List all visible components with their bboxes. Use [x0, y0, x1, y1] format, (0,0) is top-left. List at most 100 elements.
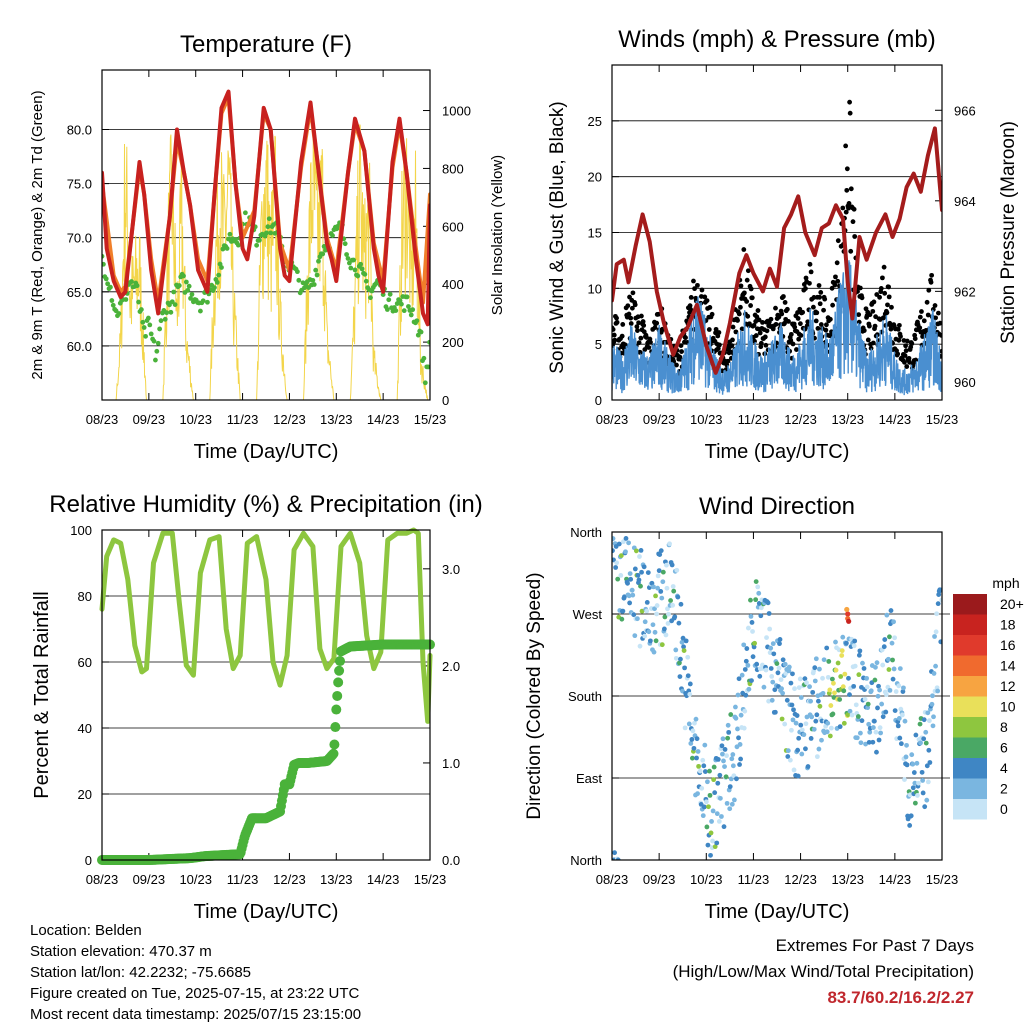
direction-point: [805, 764, 811, 769]
gust-point: [868, 345, 874, 351]
dewpoint-point: [219, 265, 224, 270]
direction-point: [804, 680, 809, 686]
gust-point: [856, 312, 862, 318]
direction-point: [831, 680, 836, 686]
direction-point: [703, 799, 709, 805]
direction-point: [761, 684, 767, 690]
gust-point: [756, 317, 762, 323]
direction-point: [653, 593, 658, 599]
wind-line: [612, 254, 942, 396]
gust-point: [730, 324, 736, 330]
direction-point: [911, 770, 917, 775]
direction-point: [811, 726, 817, 732]
direction-point: [772, 709, 778, 715]
direction-point: [904, 762, 910, 768]
direction-point: [686, 721, 692, 727]
x-tick-label: 14/23: [367, 412, 400, 427]
direction-point: [833, 639, 838, 645]
direction-point: [868, 688, 874, 694]
direction-point: [687, 691, 693, 697]
gust-point: [706, 327, 712, 332]
direction-point: [724, 800, 730, 806]
x-tick-label: 15/23: [414, 872, 447, 887]
direction-point: [892, 635, 898, 641]
direction-point: [799, 751, 805, 757]
direction-point: [705, 842, 711, 848]
direction-point: [618, 553, 624, 559]
dewpoint-point: [418, 329, 424, 335]
gust-point: [852, 234, 858, 239]
direction-point: [785, 748, 791, 754]
direction-point: [778, 677, 784, 683]
direction-point: [779, 686, 784, 692]
direction-point: [652, 606, 657, 612]
direction-point: [745, 662, 751, 668]
direction-point: [877, 725, 883, 731]
direction-point: [866, 739, 872, 745]
gust-point: [640, 319, 646, 324]
direction-point: [710, 808, 716, 814]
direction-point: [766, 611, 772, 616]
gust-point: [620, 322, 626, 327]
y2-tick-label: 960: [954, 375, 976, 390]
x-tick-label: 14/23: [367, 872, 400, 887]
direction-point: [871, 718, 877, 724]
dewpoint-point: [183, 279, 189, 285]
gust-point: [639, 313, 644, 319]
gust-point: [612, 332, 617, 338]
direction-point: [876, 683, 881, 689]
dewpoint-point: [316, 258, 321, 264]
direction-point: [903, 754, 909, 760]
dewpoint-point: [386, 297, 392, 303]
direction-point: [630, 592, 636, 598]
dewpoint-point: [158, 318, 164, 324]
y2-tick-label: 3.0: [442, 562, 460, 577]
direction-point: [769, 697, 775, 703]
direction-point: [727, 806, 733, 812]
direction-point: [862, 696, 868, 702]
direction-point: [841, 688, 847, 694]
gust-point: [688, 294, 694, 300]
gust-point: [755, 308, 761, 313]
direction-point: [865, 705, 871, 711]
rain-point: [335, 656, 346, 667]
colorbar-swatch: [953, 758, 987, 779]
gust-point: [821, 307, 826, 313]
direction-point: [631, 612, 637, 618]
gust-point: [773, 321, 779, 327]
direction-point: [938, 639, 942, 645]
dewpoint-point: [296, 277, 302, 283]
direction-point: [692, 720, 697, 726]
gust-point: [612, 337, 618, 343]
direction-point: [711, 764, 717, 770]
direction-point: [742, 708, 748, 714]
direction-point: [896, 716, 902, 721]
direction-point: [722, 747, 728, 752]
direction-point: [939, 597, 942, 603]
y-tick-label: 40: [78, 721, 92, 736]
gust-point: [896, 322, 902, 328]
direction-point: [930, 693, 935, 699]
gust-point: [695, 282, 700, 288]
speed-colorbar: mph 20+ 18 16 14 12 10 8 6 4 2 0: [953, 575, 1024, 820]
y-tick-label: North: [570, 525, 602, 540]
direction-point: [913, 732, 919, 738]
direction-point: [840, 684, 846, 690]
y-tick-label: 5: [595, 337, 602, 352]
direction-point: [615, 576, 621, 582]
direction-point: [892, 708, 898, 714]
direction-point: [685, 654, 691, 660]
gust-point: [630, 290, 636, 296]
dewpoint-point: [110, 302, 116, 308]
direction-point: [807, 684, 812, 690]
direction-point: [681, 644, 686, 650]
direction-point: [920, 790, 926, 796]
dewpoint-point: [216, 272, 222, 278]
direction-point: [923, 729, 929, 735]
direction-point: [645, 570, 651, 576]
dewpoint-point: [108, 284, 113, 290]
direction-point: [748, 613, 754, 619]
gust-point: [811, 295, 817, 300]
gust-point: [818, 322, 824, 327]
direction-point: [810, 689, 816, 695]
